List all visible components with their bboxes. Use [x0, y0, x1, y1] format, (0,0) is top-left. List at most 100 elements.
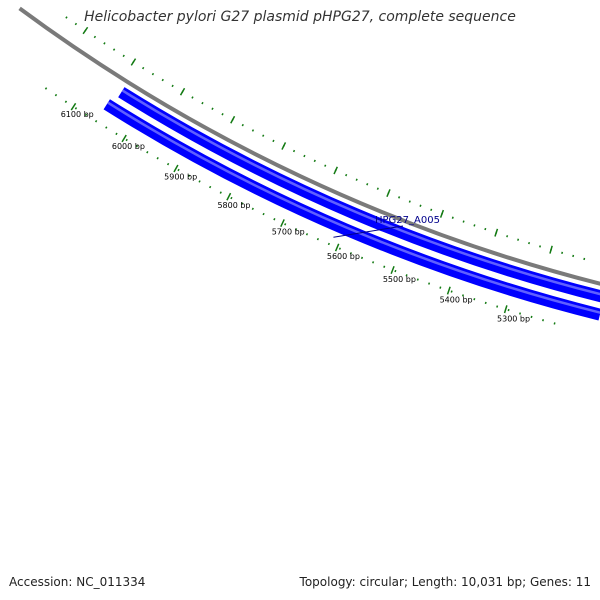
inner-minor-tick	[572, 254, 575, 258]
inner-minor-tick	[419, 204, 422, 207]
minor-tick	[360, 256, 364, 260]
inner-minor-tick	[583, 257, 586, 261]
major-tick	[70, 102, 77, 111]
minor-tick	[198, 180, 201, 183]
inner-minor-tick	[324, 164, 327, 167]
inner-minor-tick	[112, 48, 116, 51]
inner-minor-tick	[262, 134, 265, 137]
label-layer: 6100 bp 6000 bp 5900 bp 5800 bp 5700 bp 5600 …	[61, 110, 530, 323]
minor-tick	[383, 265, 386, 268]
minor-tick	[316, 237, 320, 241]
inner-minor-tick	[408, 200, 411, 203]
inner-minor-tick	[191, 96, 194, 99]
minor-tick	[135, 144, 139, 148]
inner-minor-tick	[122, 54, 125, 58]
minor-tick	[230, 196, 233, 200]
inner-major-tick	[130, 58, 137, 66]
major-tick	[503, 305, 508, 314]
inner-minor-tick	[201, 101, 204, 105]
tick-label: 5700 bp	[272, 228, 305, 237]
inner-major-tick	[82, 26, 89, 35]
inner-minor-tick	[451, 216, 454, 219]
minor-tick	[273, 217, 276, 221]
minor-tick	[115, 132, 118, 136]
major-tick	[446, 286, 451, 295]
minor-tick	[187, 174, 191, 177]
gene-label: HPG27_A005	[375, 215, 440, 226]
minor-tick	[209, 185, 212, 189]
inner-minor-tick	[517, 238, 520, 241]
minor-tick	[439, 286, 442, 289]
major-tick	[390, 266, 395, 275]
minor-tick	[156, 156, 159, 160]
inner-minor-tick	[484, 227, 487, 231]
minor-tick	[251, 207, 254, 211]
minor-tick	[461, 294, 465, 297]
minor-tick	[450, 290, 453, 293]
major-tick	[280, 219, 285, 227]
inner-minor-tick	[211, 107, 214, 110]
gene-layer	[103, 87, 600, 321]
major-tick	[226, 192, 232, 201]
minor-tick	[94, 119, 98, 123]
tick-label: 6000 bp	[112, 142, 145, 151]
tick-label: 5600 bp	[327, 252, 360, 261]
major-tick	[173, 164, 179, 173]
minor-tick	[74, 107, 78, 110]
minor-tick	[473, 298, 476, 301]
inner-major-tick	[386, 189, 391, 198]
minor-tick	[530, 315, 533, 319]
accession-text: Accession: NC_011334	[9, 575, 146, 589]
minor-tick	[84, 113, 88, 117]
backbone-layer	[18, 6, 600, 286]
minor-tick	[405, 274, 408, 277]
minor-tick	[105, 126, 108, 129]
minor-tick	[44, 87, 48, 90]
inner-minor-tick	[313, 159, 316, 163]
minor-tick	[349, 252, 353, 255]
inner-minor-tick	[292, 149, 296, 153]
inner-minor-tick	[303, 154, 306, 158]
inner-minor-tick	[355, 178, 358, 181]
inner-minor-tick	[151, 72, 155, 76]
minor-tick	[519, 312, 522, 315]
minor-tick	[496, 305, 499, 308]
minor-tick	[305, 233, 309, 236]
inner-major-tick	[549, 245, 553, 254]
minor-tick	[64, 100, 68, 104]
inner-major-tick	[439, 209, 445, 218]
inner-minor-tick	[376, 187, 379, 190]
tick-layer	[44, 16, 586, 325]
inner-minor-tick	[272, 139, 275, 143]
minor-tick	[166, 162, 170, 166]
inner-major-tick	[333, 166, 339, 175]
inner-major-tick	[494, 228, 499, 237]
major-tick	[334, 243, 340, 252]
minor-tick	[507, 308, 510, 312]
inner-minor-tick	[528, 241, 531, 245]
inner-minor-tick	[430, 208, 433, 212]
minor-tick	[416, 278, 419, 281]
inner-major-tick	[281, 142, 287, 150]
minor-tick	[327, 242, 330, 246]
minor-tick	[542, 319, 545, 322]
tick-label: 5900 bp	[164, 172, 197, 181]
map-title: Helicobacter pylori G27 plasmid pHPG27, …	[84, 9, 516, 25]
inner-major-tick	[179, 87, 186, 96]
inner-minor-tick	[398, 196, 401, 199]
minor-tick	[177, 168, 180, 172]
tick-label: 6100 bp	[61, 110, 94, 119]
minor-tick	[219, 191, 222, 194]
gene-band-forward-highlight	[107, 101, 600, 314]
minor-tick	[394, 269, 397, 273]
inner-minor-tick	[561, 251, 564, 255]
minor-tick	[338, 247, 341, 250]
minor-tick	[262, 212, 265, 216]
minor-tick	[54, 93, 58, 97]
minor-tick	[428, 282, 431, 285]
inner-minor-tick	[171, 84, 174, 88]
gene-leader-line	[333, 225, 404, 238]
inner-minor-tick	[539, 245, 542, 248]
